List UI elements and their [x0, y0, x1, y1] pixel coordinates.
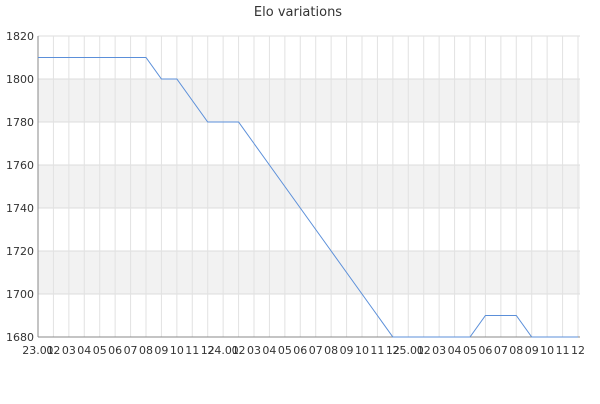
x-tick-label: 10 — [355, 344, 369, 357]
x-tick-label: 10 — [170, 344, 184, 357]
y-tick-label: 1780 — [6, 116, 34, 129]
x-tick-label: 06 — [293, 344, 307, 357]
x-tick-label: 09 — [525, 344, 539, 357]
x-tick-label: 03 — [62, 344, 76, 357]
x-tick-label: 09 — [340, 344, 354, 357]
x-tick-label: 02 — [232, 344, 246, 357]
chart-title: Elo variations — [254, 5, 342, 20]
x-tick-label: 08 — [324, 344, 338, 357]
x-tick-label: 02 — [417, 344, 431, 357]
x-tick-label: 04 — [262, 344, 276, 357]
y-tick-label: 1700 — [6, 288, 34, 301]
x-tick-label: 07 — [494, 344, 508, 357]
x-tick-label: 11 — [370, 344, 384, 357]
x-tick-label: 12 — [386, 344, 400, 357]
x-tick-label: 04 — [448, 344, 462, 357]
y-tick-label: 1800 — [6, 73, 34, 86]
x-tick-label: 23.01 — [22, 344, 54, 357]
x-tick-label: 10 — [540, 344, 554, 357]
x-tick-label: 05 — [463, 344, 477, 357]
x-tick-label: 04 — [77, 344, 91, 357]
x-tick-label: 03 — [247, 344, 261, 357]
x-tick-label: 07 — [124, 344, 138, 357]
x-tick-label: 25.01 — [393, 344, 425, 357]
x-tick-label: 09 — [154, 344, 168, 357]
x-tick-label: 11 — [185, 344, 199, 357]
x-tick-label: 12 — [571, 344, 585, 357]
x-tick-label: 06 — [108, 344, 122, 357]
grid-band — [38, 251, 580, 294]
y-tick-label: 1720 — [6, 245, 34, 258]
data-line — [38, 57, 578, 338]
x-tick-label: 07 — [309, 344, 323, 357]
y-tick-label: 1760 — [6, 159, 34, 172]
x-tick-label: 03 — [432, 344, 446, 357]
x-tick-label: 08 — [139, 344, 153, 357]
x-tick-label: 24.01 — [207, 344, 239, 357]
y-tick-label: 1680 — [6, 331, 34, 344]
y-tick-label: 1740 — [6, 202, 34, 215]
grid-band — [38, 79, 580, 122]
grid-band — [38, 165, 580, 208]
x-tick-label: 05 — [278, 344, 292, 357]
y-tick-label: 1820 — [6, 30, 34, 43]
x-tick-label: 02 — [46, 344, 60, 357]
x-tick-label: 05 — [93, 344, 107, 357]
x-tick-label: 06 — [478, 344, 492, 357]
x-tick-label: 12 — [201, 344, 215, 357]
x-tick-label: 11 — [556, 344, 570, 357]
x-tick-label: 08 — [509, 344, 523, 357]
